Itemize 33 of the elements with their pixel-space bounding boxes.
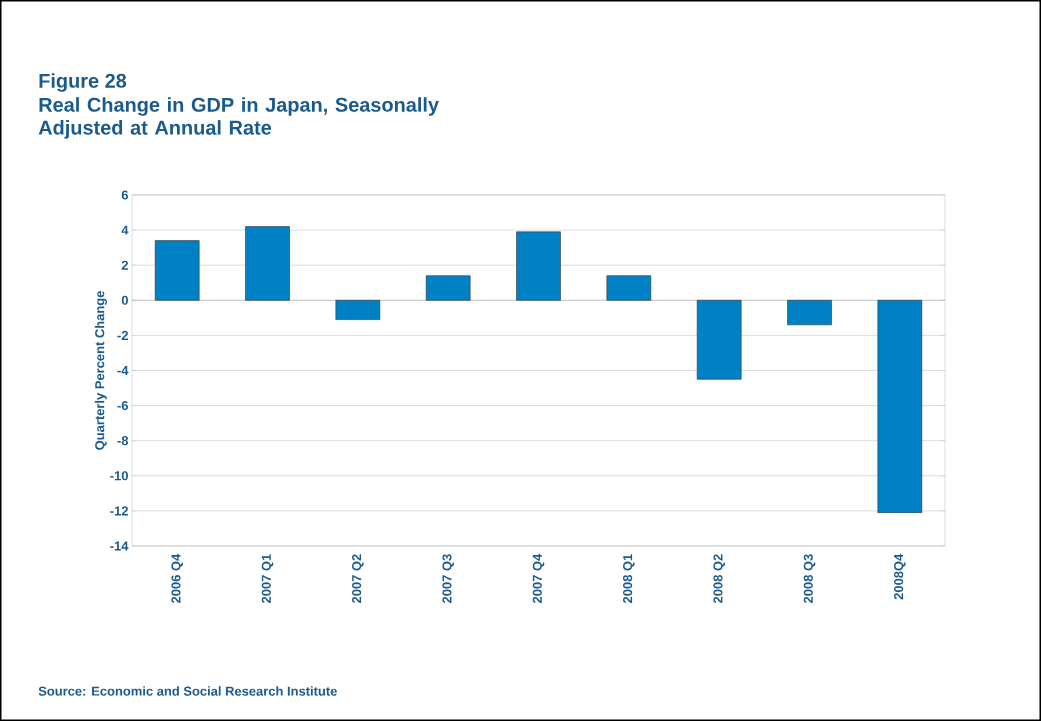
y-tick-label: 4 [121, 225, 129, 235]
x-tick-label: 2007 Q3 [442, 554, 454, 603]
bar [696, 299, 742, 380]
x-tick-label: 2008 Q2 [713, 554, 725, 603]
y-axis-title: Quarterly Percent Change [94, 291, 107, 450]
y-tick-label: -10 [110, 471, 128, 481]
x-tick-label: 2008 Q3 [803, 554, 816, 603]
bar [877, 299, 923, 513]
bar [425, 275, 471, 301]
x-tick-label: 2006 Q4 [171, 553, 183, 603]
x-tick-label: 2007 Q1 [261, 554, 274, 603]
y-tick-label: -6 [117, 401, 129, 411]
bar [335, 299, 381, 320]
bar [787, 299, 832, 326]
bar [516, 231, 561, 301]
bar [245, 226, 290, 301]
y-tick-label: -4 [117, 366, 129, 375]
source-note: Source: Economic and Social Research Institute [38, 686, 337, 696]
bar [606, 275, 652, 301]
y-tick-label: 6 [121, 190, 129, 200]
x-tick-label: 2008 Q1 [623, 554, 635, 603]
y-tick-label: -8 [117, 436, 129, 446]
bar [154, 240, 200, 301]
y-tick-label: -14 [110, 541, 129, 551]
y-tick-label: 2 [121, 260, 128, 270]
chart-subtitle: Real Change in GDP in Japan, Seasonally Adjusted at Annual Rate [38, 97, 439, 139]
y-tick-label: 0 [121, 295, 128, 305]
y-tick-label: -2 [117, 330, 128, 340]
x-tick-label: 2008Q4 [894, 553, 906, 600]
x-tick-label: 2007 Q4 [532, 553, 545, 603]
y-tick-label: -12 [110, 506, 128, 516]
chart-title: Figure 28 [39, 73, 127, 92]
x-tick-label: 2007 Q2 [352, 554, 364, 603]
